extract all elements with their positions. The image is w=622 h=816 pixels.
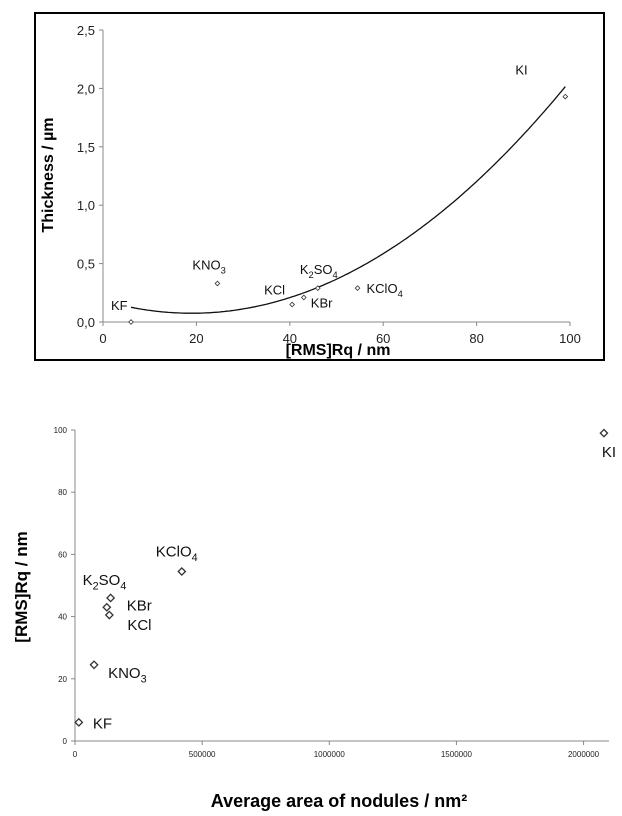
chart2-x-tick-label: 1500000 xyxy=(441,750,473,759)
chart2-y-tick-label: 0 xyxy=(63,737,68,746)
chart2-point xyxy=(177,566,187,577)
chart2-ylabel: [RMS]Rq / nm xyxy=(12,531,31,642)
chart1-y-tick-label: 0,0 xyxy=(77,315,95,330)
chart2-y-tick-label: 20 xyxy=(58,675,67,684)
chart1-point-label: KBr xyxy=(311,295,333,310)
chart1-trendline xyxy=(130,86,566,314)
chart2-point-label: KI xyxy=(602,444,616,461)
chart1-y-tick-label: 0,5 xyxy=(77,257,95,272)
chart2-point xyxy=(106,593,116,603)
chart2-point xyxy=(74,717,84,727)
chart1-point xyxy=(128,319,134,325)
chart1: [RMS]Rq / nm Thickness / µm 0 20 40 60 80 100… xyxy=(40,23,581,359)
chart2-point xyxy=(599,428,609,438)
chart1-point-label: KI xyxy=(515,63,527,78)
chart2-point-label: KNO3 xyxy=(108,665,147,686)
chart2-point xyxy=(104,610,114,620)
chart1-frame xyxy=(34,12,605,361)
chart2-y-tick-label: 100 xyxy=(54,426,68,435)
chart1-x-tick-label: 0 xyxy=(99,331,106,346)
chart2-point-label: KClO4 xyxy=(156,544,198,565)
chart1-point xyxy=(562,93,569,100)
chart1-x-tick-label: 100 xyxy=(559,331,581,346)
chart2-x-tick-label: 1000000 xyxy=(314,750,346,759)
chart1-x-tick-label: 40 xyxy=(283,331,297,346)
chart1-y-tick-label: 2,0 xyxy=(77,81,95,96)
chart1-point-label: K2SO4 xyxy=(300,262,338,280)
chart2-y-tick-label: 60 xyxy=(58,550,67,559)
chart1-point-label: KClO4 xyxy=(367,281,403,299)
chart1-y-tick-label: 1,0 xyxy=(77,198,95,213)
chart2: Average area of nodules / nm² [RMS]Rq / … xyxy=(12,426,616,811)
chart1-point xyxy=(214,280,221,287)
chart1-x-tick-label: 80 xyxy=(469,331,483,346)
chart2-point xyxy=(89,660,99,670)
chart1-x-tick-label: 20 xyxy=(189,331,203,346)
chart2-point-label: KBr xyxy=(127,597,152,614)
chart2-xlabel: Average area of nodules / nm² xyxy=(211,791,467,811)
chart2-y-tick-label: 80 xyxy=(58,488,67,497)
chart1-point xyxy=(289,301,296,308)
chart1-point xyxy=(354,285,361,291)
chart1-point-label: KNO3 xyxy=(192,257,225,275)
chart2-point-label: KCl xyxy=(127,617,151,634)
chart2-x-tick-label: 2000000 xyxy=(568,750,600,759)
chart2-point xyxy=(102,602,112,612)
chart2-point-label: K2SO4 xyxy=(83,572,127,593)
chart2-x-tick-label: 0 xyxy=(73,750,78,759)
chart1-point-label: KCl xyxy=(264,282,285,297)
chart2-x-tick-label: 500000 xyxy=(189,750,216,759)
chart2-point-label: KF xyxy=(93,715,112,732)
chart1-point xyxy=(314,285,321,291)
chart1-y-tick-label: 2,5 xyxy=(77,23,95,38)
chart1-ylabel: Thickness / µm xyxy=(40,117,57,232)
chart1-x-tick-label: 60 xyxy=(376,331,390,346)
chart1-xlabel: [RMS]Rq / nm xyxy=(286,342,391,359)
chart2-y-tick-label: 40 xyxy=(58,613,67,622)
chart1-point xyxy=(300,294,307,301)
chart1-y-tick-label: 1,5 xyxy=(77,140,95,155)
chart1-point-label: KF xyxy=(111,298,128,313)
